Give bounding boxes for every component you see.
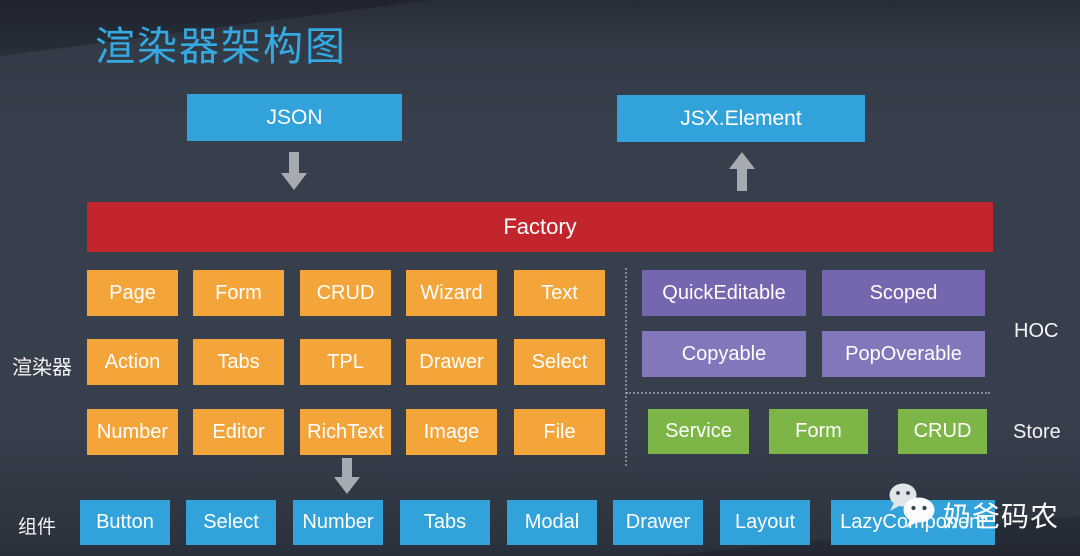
component-box-number: Number (293, 500, 383, 545)
watermark: 奶爸码农 (885, 481, 1059, 535)
json-input-box: JSON (187, 94, 402, 141)
hoc-section-label: HOC (1014, 320, 1059, 342)
arrow-down-small-head-icon (334, 477, 360, 494)
store-section-label: Store (1013, 421, 1061, 443)
renderer-box-form: Form (193, 270, 284, 316)
component-box-drawer: Drawer (613, 500, 703, 545)
arrow-up-icon (737, 168, 747, 191)
hoc-box-popoverable: PopOverable (822, 331, 985, 377)
renderer-box-richtext: RichText (300, 409, 391, 455)
component-box-layout: Layout (720, 500, 810, 545)
arrow-up-head-icon (729, 152, 755, 169)
hoc-box-scoped: Scoped (822, 270, 985, 316)
store-box-crud: CRUD (898, 409, 987, 454)
hoc-box-quickeditable: QuickEditable (642, 270, 806, 316)
factory-bar: Factory (87, 202, 993, 252)
renderer-box-crud: CRUD (300, 270, 391, 316)
renderer-box-action: Action (87, 339, 178, 385)
renderer-box-drawer: Drawer (406, 339, 497, 385)
component-box-select: Select (186, 500, 276, 545)
renderer-box-select: Select (514, 339, 605, 385)
arrow-down-icon (289, 152, 299, 174)
renderer-box-file: File (514, 409, 605, 455)
component-box-modal: Modal (507, 500, 597, 545)
renderer-box-tabs: Tabs (193, 339, 284, 385)
store-box-form: Form (769, 409, 868, 454)
components-section-label: 组件 (18, 517, 57, 538)
renderer-box-tpl: TPL (300, 339, 391, 385)
arrow-down-small-icon (342, 458, 352, 478)
section-divider-horizontal (626, 392, 990, 394)
renderer-box-image: Image (406, 409, 497, 455)
renderer-box-editor: Editor (193, 409, 284, 455)
page-title: 渲染器架构图 (95, 25, 347, 69)
renderer-box-page: Page (87, 270, 178, 316)
wechat-icon (889, 483, 935, 528)
renderer-box-number: Number (87, 409, 178, 455)
hoc-box-copyable: Copyable (642, 331, 806, 377)
arrow-down-head-icon (281, 173, 307, 190)
jsx-element-output-box: JSX.Element (617, 95, 865, 142)
component-box-button: Button (80, 500, 170, 545)
renderer-section-label: 渲染器 (12, 357, 72, 379)
renderer-box-wizard: Wizard (406, 270, 497, 316)
renderer-box-text: Text (514, 270, 605, 316)
section-divider-vertical (625, 268, 627, 466)
store-box-service: Service (648, 409, 749, 454)
component-box-tabs: Tabs (400, 500, 490, 545)
watermark-text: 奶爸码农 (943, 501, 1060, 532)
